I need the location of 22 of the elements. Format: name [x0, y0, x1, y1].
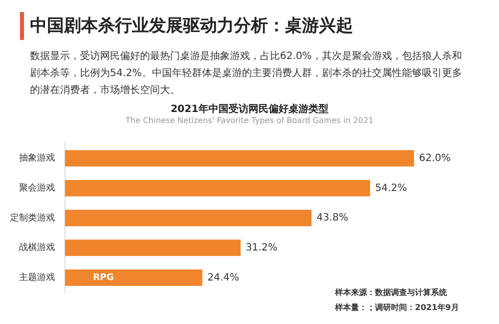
annotation: 样本来源：数据调查与计算系统 [335, 287, 447, 298]
bar [65, 150, 414, 167]
chart-subtitle: 数据显示，受访网民偏好的最热门桌游是抽象游戏，占比62.0%，其次是聚会游戏，包括狼人杀和剧本杀等，比例为54.2%。中国年轻群体是桌游的主要消费人群，剧本杀的社交属性能够吸引更多的潜在消费者，市场增长空间大。 [30, 50, 463, 98]
data-label: 43.8% [316, 212, 348, 224]
y-tick-label: 战棋游戏 [19, 242, 55, 254]
text: 样本量：；调研时间：2021年9月 [335, 302, 459, 313]
data-label: 54.2% [375, 182, 407, 194]
y-tick-label: 聚会游戏 [19, 182, 55, 194]
y-tick-label: 主题游戏 [19, 272, 55, 284]
y-tick-label: 抽象游戏 [19, 152, 55, 164]
data-label: 24.4% [207, 272, 240, 284]
bar [65, 210, 312, 226]
text: 2021年中国受访网民偏好桌游类型 [170, 102, 330, 116]
annotation: RPG [93, 273, 114, 284]
bar [65, 269, 202, 286]
data-label: 31.2% [246, 242, 278, 254]
bar [65, 240, 241, 256]
data-label: 62.0% [418, 152, 451, 164]
text: The Chinese Netizens' Favorite Types of Board Games in 2021 [124, 116, 374, 125]
chart-title: 中国剧本杀行业发展驱动力分析：桌游兴起 [30, 15, 353, 37]
bar [65, 180, 370, 196]
y-tick-label: 定制类游戏 [10, 212, 55, 224]
